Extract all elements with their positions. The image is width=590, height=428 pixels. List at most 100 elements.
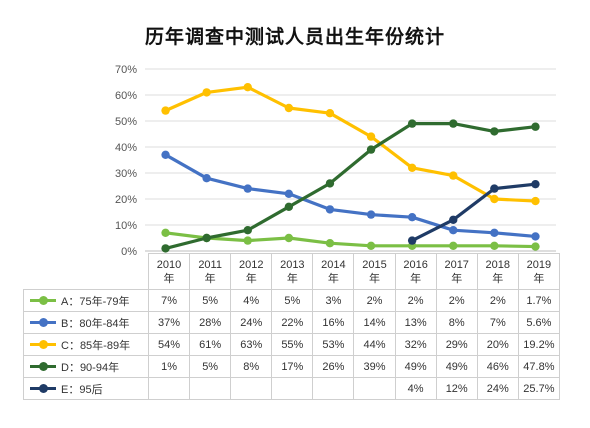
table-row: C：85年-89年 54% 61% 63% 55% 53% 44% 32% 29% 20% 19.2… <box>23 333 560 356</box>
data-point <box>407 213 417 222</box>
legend-line-icon <box>30 384 56 393</box>
y-tick-label: 20% <box>115 194 137 206</box>
table-row: A：75年-79年 7% 5% 4% 5% 3% 2% 2% 2% 2% 1.7% <box>23 289 560 312</box>
data-label: 7% <box>476 311 519 334</box>
data-point <box>284 202 294 211</box>
x-tick-suffix: 年 <box>533 272 545 285</box>
chart-title: 历年调查中测试人员出生年份统计 <box>144 26 445 48</box>
data-label: 20% <box>476 333 519 356</box>
x-tick-year: 2014 <box>321 258 346 271</box>
x-tick-suffix: 年 <box>492 272 504 285</box>
y-tick-label: 70% <box>115 64 137 76</box>
data-label: 7% <box>147 289 191 312</box>
plot-area: 0%10%20%30%40%50%60%70% <box>115 64 556 258</box>
y-tick-label: 60% <box>115 90 137 102</box>
data-point <box>449 241 458 250</box>
series-line-d <box>163 121 538 250</box>
legend-entry: E：95后 <box>23 377 149 400</box>
series-line-a <box>163 231 538 249</box>
data-point <box>407 119 417 128</box>
data-label: 19.2% <box>517 333 560 356</box>
legend-line-icon <box>30 296 56 305</box>
table-row: E：95后 4% 12% 24% 25.7% <box>23 377 560 400</box>
data-point <box>449 215 458 224</box>
x-tick-year: 2013 <box>280 258 305 271</box>
x-tick-suffix: 年 <box>451 272 463 285</box>
data-label: 39% <box>353 355 396 378</box>
data-point <box>531 232 540 241</box>
data-label: 26% <box>312 355 355 378</box>
data-label: 8% <box>435 311 478 334</box>
data-label: 2% <box>435 289 478 312</box>
legend-marker-icon <box>39 318 48 327</box>
legend-entry-wrap: B：80年-84年 <box>30 315 129 331</box>
data-point <box>202 174 211 183</box>
legend-entry-wrap: C：85年-89年 <box>30 337 130 353</box>
legend-entry-wrap: E：95后 <box>30 381 103 397</box>
data-point <box>284 189 294 198</box>
data-point <box>366 241 376 250</box>
legend-label: B：80年-84年 <box>61 317 130 330</box>
data-label: 4% <box>394 377 437 400</box>
data-point <box>449 171 458 180</box>
data-label: 3% <box>312 289 355 312</box>
legend-line-icon <box>30 318 56 327</box>
data-point <box>161 150 170 159</box>
data-point <box>490 184 499 193</box>
data-point <box>449 226 458 235</box>
x-tick-suffix: 年 <box>286 272 298 285</box>
x-tick-year: 2016 <box>403 258 428 271</box>
legend-entry: C：85年-89年 <box>23 333 149 356</box>
legend-label: D：90-94年 <box>61 361 120 374</box>
x-tick-label: 2012 年 <box>230 253 273 290</box>
data-point <box>325 179 335 188</box>
x-tick-suffix: 年 <box>163 272 175 285</box>
legend-entry: D：90-94年 <box>23 355 149 378</box>
series-line-e <box>410 182 538 243</box>
data-point <box>243 83 252 92</box>
data-point <box>202 233 211 243</box>
y-tick-label: 30% <box>115 168 137 180</box>
data-label: 12% <box>435 377 478 400</box>
data-point <box>490 241 499 250</box>
data-label: 53% <box>312 333 355 356</box>
x-tick-suffix: 年 <box>369 272 381 285</box>
table-row: D：90-94年 1% 5% 8% 17% 26% 39% 49% 49% 46% 47.8% <box>23 355 560 378</box>
data-label <box>147 377 191 400</box>
data-label: 5% <box>189 355 232 378</box>
legend-label: C：85年-89年 <box>61 339 131 352</box>
data-label: 16% <box>312 311 355 334</box>
data-label: 25.7% <box>517 377 560 400</box>
data-label: 14% <box>353 311 396 334</box>
legend-label: A：75年-79年 <box>61 295 130 308</box>
legend-entry: B：80年-84年 <box>23 311 149 334</box>
table-corner <box>23 253 149 290</box>
data-label: 29% <box>435 333 478 356</box>
data-table-grid: 2010 年 2011 年 2012 年 2013 年 2014 年 2015 年 2016 年 2017 年… <box>23 253 560 400</box>
data-label: 49% <box>435 355 478 378</box>
x-tick-label: 2011 年 <box>189 253 232 290</box>
data-point <box>325 109 335 118</box>
data-point <box>243 184 252 193</box>
data-label: 2% <box>476 289 519 312</box>
legend-marker-icon <box>39 362 48 371</box>
series-line-c <box>163 85 538 203</box>
legend-line-icon <box>30 362 56 371</box>
x-tick-label: 2018 年 <box>476 253 519 290</box>
x-tick-suffix: 年 <box>327 272 339 285</box>
x-tick-year: 2012 <box>238 258 264 271</box>
x-tick-label: 2017 年 <box>435 253 478 290</box>
legend-marker-icon <box>39 384 48 393</box>
data-point <box>161 228 170 237</box>
data-label: 46% <box>476 355 519 378</box>
data-label <box>230 377 273 400</box>
x-axis-labels-row: 2010 年 2011 年 2012 年 2013 年 2014 年 2015 年 2016 年 2017 年… <box>23 253 560 290</box>
data-label: 4% <box>230 289 273 312</box>
data-point <box>325 205 335 214</box>
data-label: 17% <box>271 355 314 378</box>
data-point <box>284 233 294 243</box>
y-tick-label: 10% <box>115 220 137 232</box>
data-label: 61% <box>189 333 232 356</box>
data-point <box>531 122 540 131</box>
data-label <box>353 377 396 400</box>
